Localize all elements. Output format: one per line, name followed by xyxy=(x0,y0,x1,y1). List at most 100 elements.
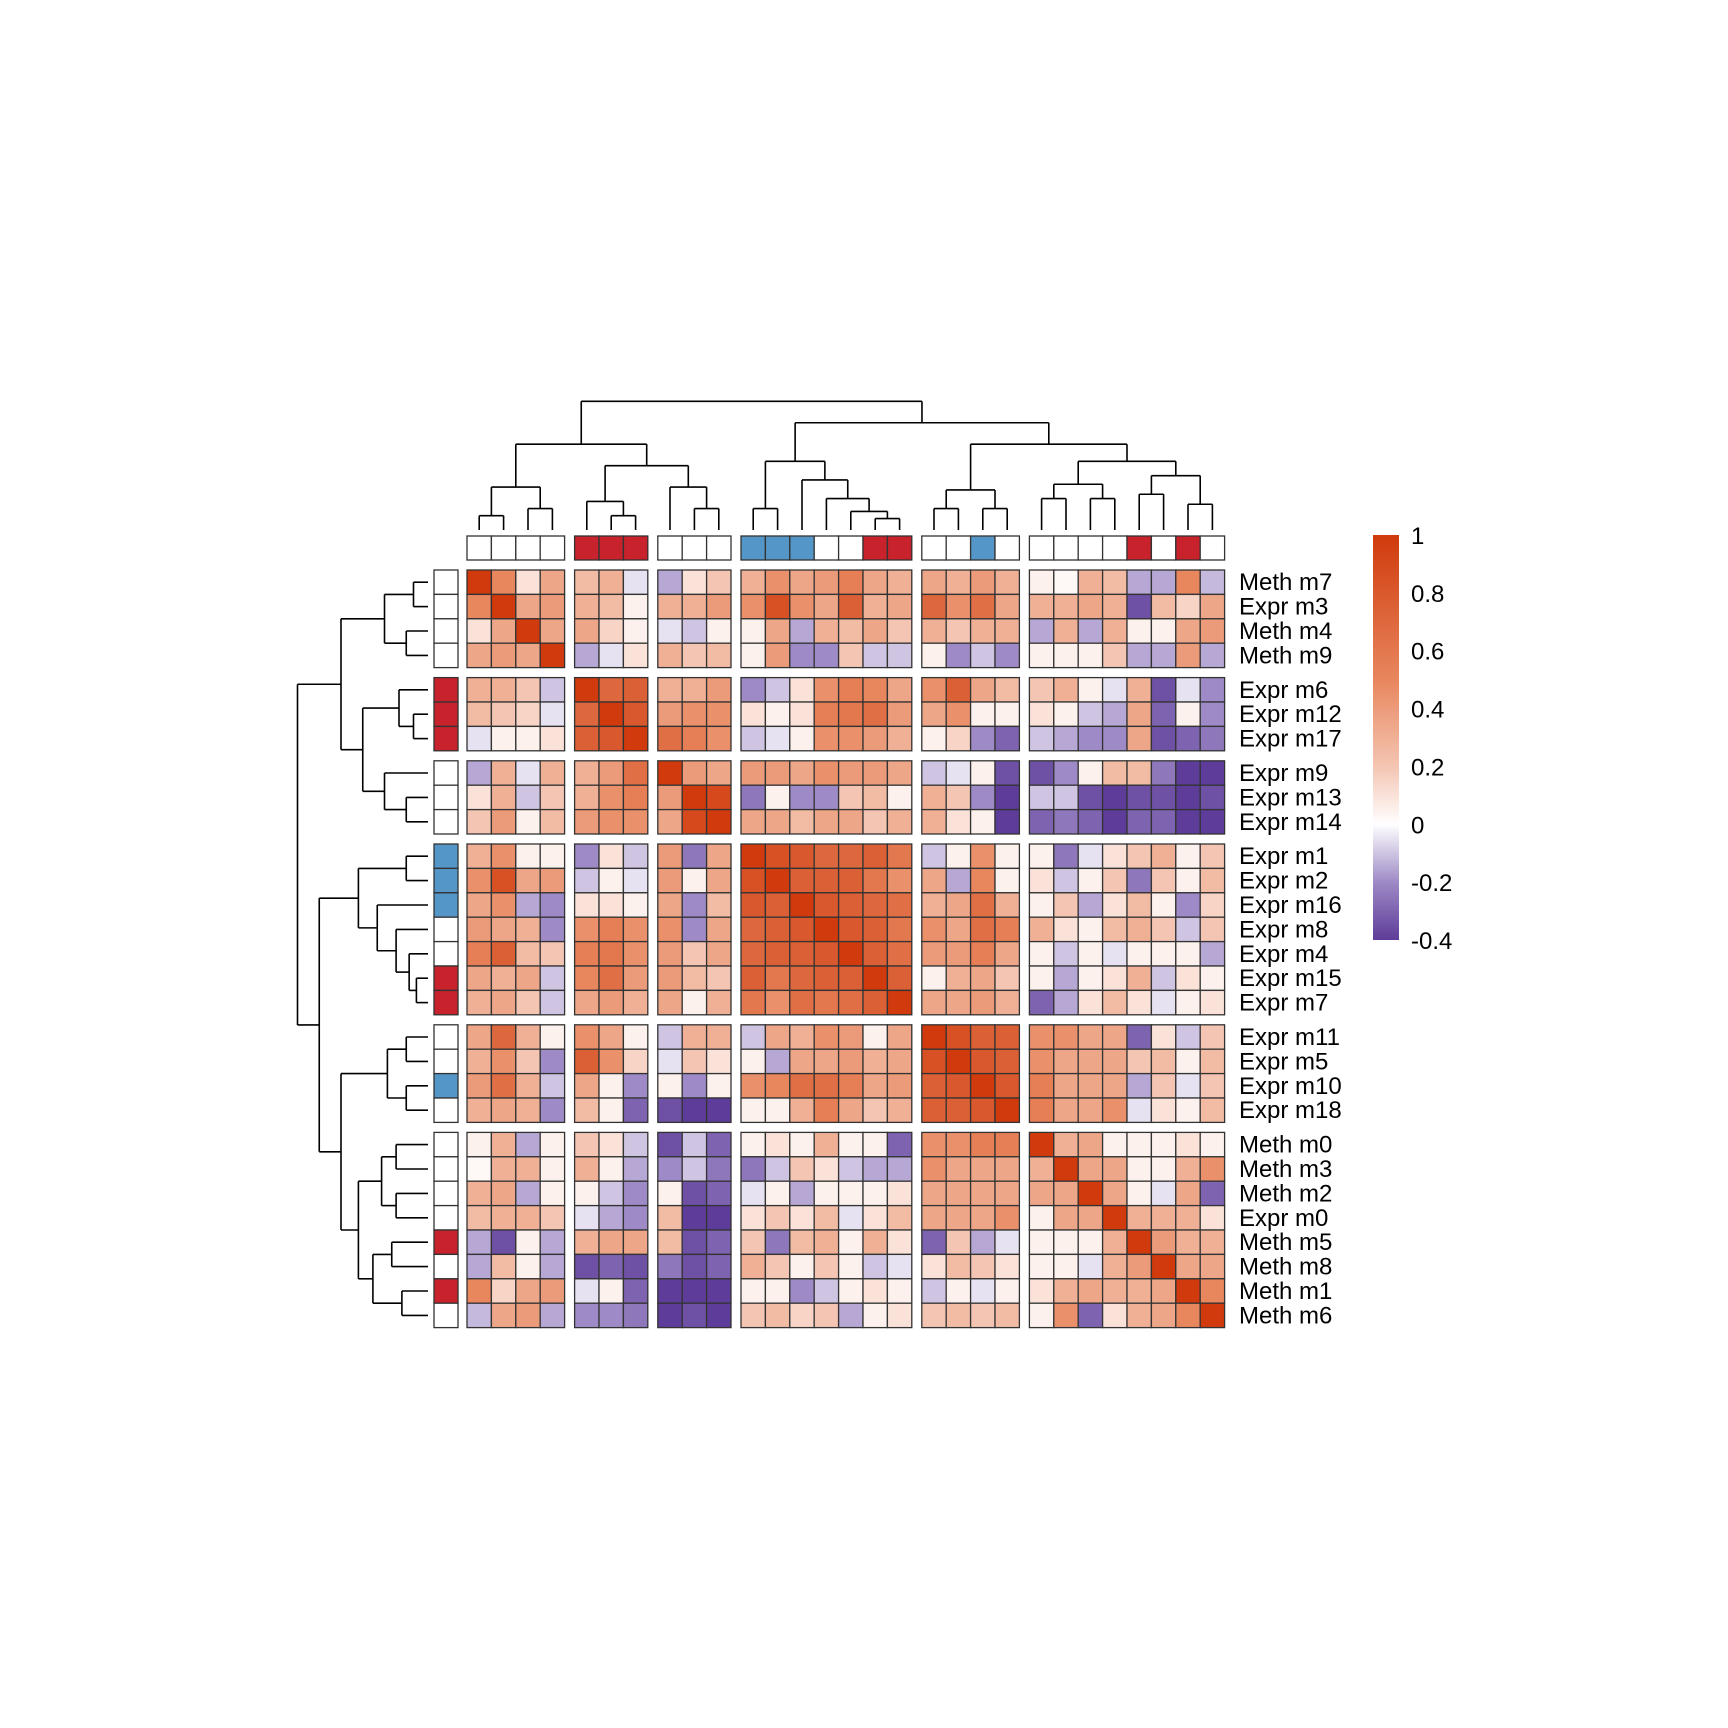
heatmap-cell xyxy=(789,867,815,894)
heatmap-cell xyxy=(764,1253,791,1280)
heatmap-cell xyxy=(622,1156,649,1182)
column-annotation-cell xyxy=(1150,535,1177,561)
heatmap-cell xyxy=(886,843,913,870)
heatmap-cell xyxy=(622,1048,649,1075)
heatmap-cell xyxy=(466,1253,493,1280)
heatmap-cell xyxy=(622,618,649,644)
heatmap-cell xyxy=(1101,1097,1128,1124)
heatmap-cell xyxy=(837,843,864,870)
heatmap-cell xyxy=(1053,618,1079,644)
row-annotation-cell xyxy=(433,1278,459,1304)
heatmap-cell xyxy=(598,1229,625,1256)
heatmap-cell xyxy=(886,1131,913,1158)
heatmap-cell xyxy=(466,593,493,620)
heatmap-cell xyxy=(490,1229,517,1256)
heatmap-cell xyxy=(789,569,815,596)
heatmap-cell xyxy=(1126,989,1153,1016)
heatmap-cell xyxy=(1199,1253,1226,1280)
heatmap-cell xyxy=(1126,784,1153,811)
heatmap-cell xyxy=(813,701,840,728)
heatmap-cell xyxy=(1199,1180,1226,1207)
heatmap-cell xyxy=(1053,1131,1079,1158)
heatmap-cell xyxy=(921,892,947,918)
heatmap-cell xyxy=(1028,808,1055,835)
heatmap-cell xyxy=(1175,1097,1201,1124)
heatmap-cell xyxy=(1101,1253,1128,1280)
column-annotation-cell xyxy=(657,535,683,561)
heatmap-cell xyxy=(994,701,1021,728)
row-annotation-cell xyxy=(433,1072,459,1099)
heatmap-cell xyxy=(1126,701,1153,728)
heatmap-cell xyxy=(862,808,889,835)
heatmap-cell xyxy=(1028,701,1055,728)
heatmap-cell xyxy=(945,867,972,894)
heatmap-cell xyxy=(1199,867,1226,894)
heatmap-cell xyxy=(1150,1048,1177,1075)
heatmap-cell xyxy=(886,1048,913,1075)
heatmap-cell xyxy=(490,867,517,894)
heatmap-cell xyxy=(1101,1229,1128,1256)
heatmap-cell xyxy=(1199,1156,1226,1182)
heatmap-cell xyxy=(764,593,791,620)
heatmap-cell xyxy=(1028,1278,1055,1304)
row-annotation-cell xyxy=(433,1097,459,1124)
legend-color-bar xyxy=(1373,535,1399,940)
heatmap-cell xyxy=(969,1229,996,1256)
heatmap-cell xyxy=(705,760,732,786)
heatmap-cell xyxy=(1077,940,1104,967)
heatmap-cell xyxy=(1175,965,1201,992)
heatmap-cell xyxy=(1077,701,1104,728)
heatmap-cell xyxy=(1150,760,1177,786)
heatmap-cell xyxy=(490,1180,517,1207)
heatmap-cell xyxy=(1101,867,1128,894)
heatmap-cell xyxy=(705,1278,732,1304)
heatmap-cell xyxy=(764,940,791,967)
heatmap-cell xyxy=(598,1180,625,1207)
heatmap-cell xyxy=(1028,1180,1055,1207)
heatmap-cell xyxy=(945,1024,972,1050)
heatmap-cell xyxy=(789,808,815,835)
heatmap-cell xyxy=(657,569,683,596)
column-annotation-cell xyxy=(515,535,541,561)
heatmap-cell xyxy=(515,1278,541,1304)
heatmap-cell xyxy=(681,1204,708,1231)
heatmap-cell xyxy=(573,808,600,835)
heatmap-cell xyxy=(994,784,1021,811)
heatmap-cell xyxy=(813,676,840,703)
heatmap-cell xyxy=(705,1302,732,1329)
heatmap-cell xyxy=(573,676,600,703)
heatmap-cell xyxy=(573,1302,600,1329)
row-annotation-cell xyxy=(433,784,459,811)
row-label: Expr m2 xyxy=(1239,868,1328,895)
heatmap-cell xyxy=(945,940,972,967)
heatmap-cell xyxy=(740,642,767,669)
heatmap-cell xyxy=(598,1072,625,1099)
heatmap-cell xyxy=(598,642,625,669)
heatmap-cell xyxy=(1175,1253,1201,1280)
heatmap-cell xyxy=(764,965,791,992)
heatmap-cell xyxy=(921,701,947,728)
heatmap-cell xyxy=(1199,725,1226,752)
heatmap-cell xyxy=(681,760,708,786)
heatmap-cell xyxy=(1126,725,1153,752)
heatmap-cell xyxy=(515,1229,541,1256)
heatmap-cell xyxy=(466,676,493,703)
heatmap-cell xyxy=(1199,1204,1226,1231)
row-label: Expr m1 xyxy=(1239,843,1328,870)
heatmap-cell xyxy=(813,1180,840,1207)
heatmap-cell xyxy=(921,1097,947,1124)
heatmap-cell xyxy=(598,808,625,835)
column-annotation-cell xyxy=(1101,535,1128,561)
heatmap-cell xyxy=(969,1204,996,1231)
heatmap-cell xyxy=(886,892,913,918)
heatmap-cell xyxy=(705,1229,732,1256)
heatmap-cell xyxy=(705,1180,732,1207)
heatmap-cell xyxy=(740,760,767,786)
legend-tick-label: 0.4 xyxy=(1411,697,1444,724)
column-annotation-cell xyxy=(862,535,889,561)
heatmap-cell xyxy=(921,1229,947,1256)
heatmap-cell xyxy=(813,940,840,967)
heatmap-cell xyxy=(764,1204,791,1231)
heatmap-cell xyxy=(598,701,625,728)
heatmap-cell xyxy=(1199,642,1226,669)
